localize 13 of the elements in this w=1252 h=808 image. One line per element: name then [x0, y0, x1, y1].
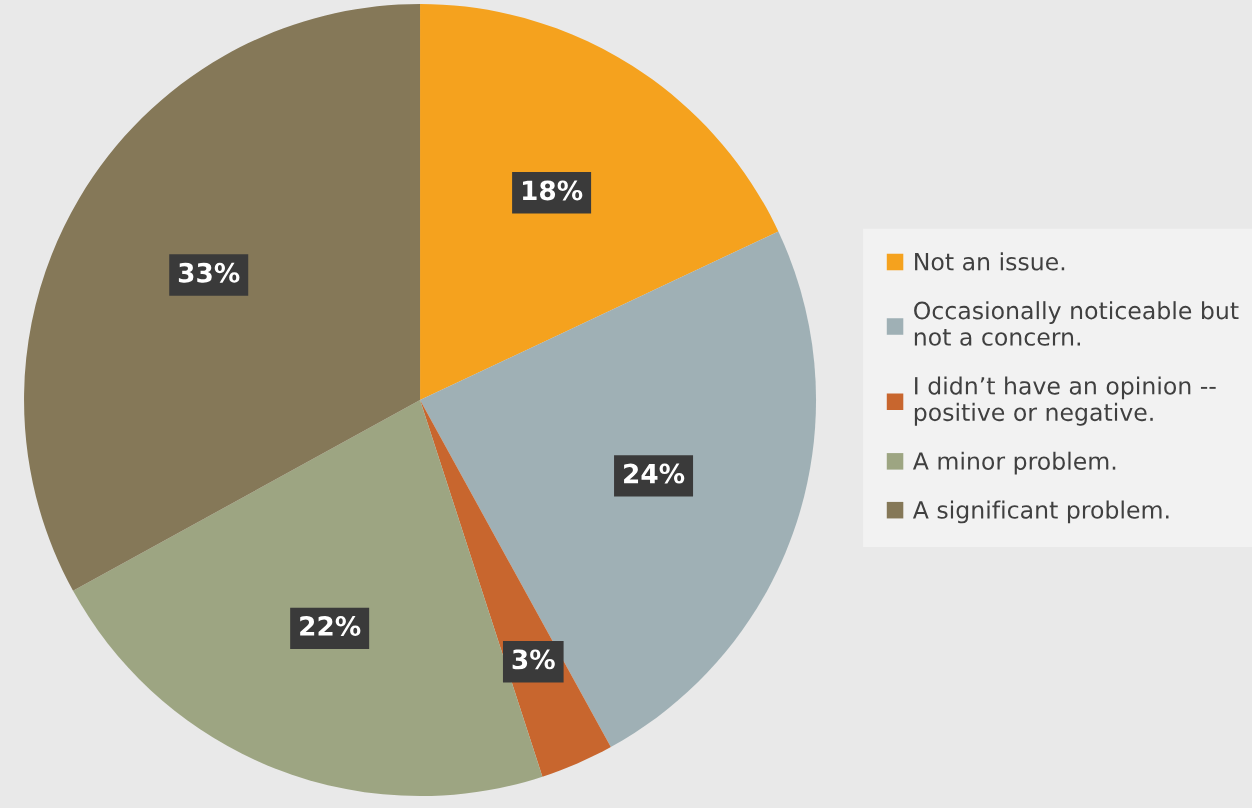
data-label: 3% [512, 649, 555, 670]
data-label: 18% [523, 180, 583, 201]
legend-label: A minor problem. [912, 451, 1116, 475]
legend-label: Occasionally noticeable but not a concern. [914, 301, 1239, 346]
pie-slice [420, 4, 779, 401]
data-label: 24% [624, 463, 685, 484]
legend-label: Not an issue. [915, 252, 1065, 271]
pie-slice [24, 4, 421, 591]
data-label: 33% [178, 262, 240, 283]
legend-label: A significant problem. [912, 500, 1169, 524]
data-label: 22% [300, 616, 361, 636]
pie-slice [420, 231, 817, 748]
legend-label: I didn’t have an opinion -- positive or negative. [914, 376, 1216, 426]
